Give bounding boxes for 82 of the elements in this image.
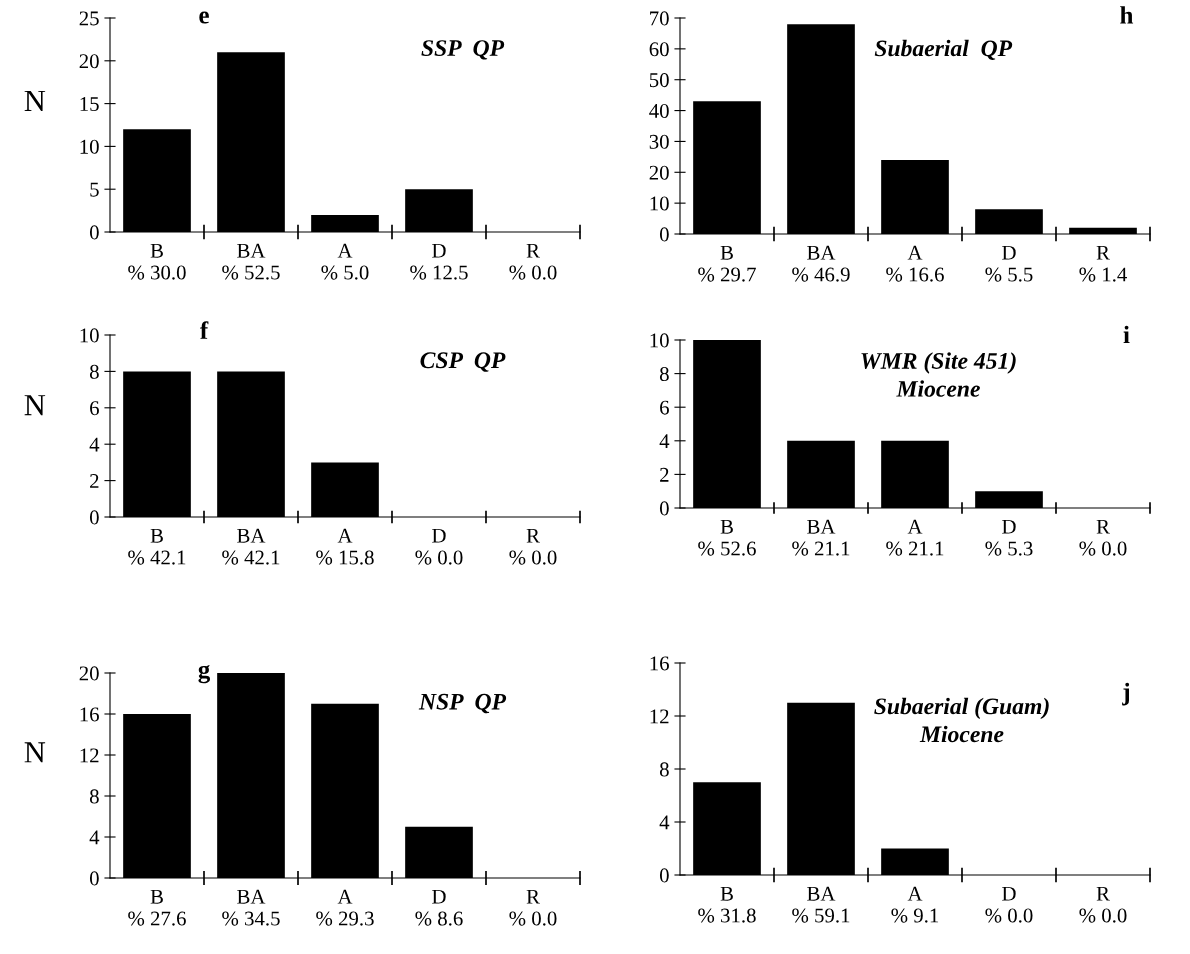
- y-tick-label: 70: [650, 11, 669, 26]
- y-tick-label: 25: [79, 11, 99, 26]
- x-tick-label: R % 0.0: [509, 243, 557, 280]
- y-axis-title: N: [24, 90, 46, 111]
- x-tick-label: BA % 52.5: [222, 243, 280, 280]
- annotation: i: [1123, 325, 1130, 344]
- x-tick-label: A % 29.3: [316, 889, 374, 926]
- y-tick-label: 0: [659, 501, 669, 516]
- y-tick-label: 12: [650, 709, 669, 724]
- text: Subaerial (Guam) Miocene: [874, 697, 1049, 743]
- y-tick-label: 6: [660, 400, 669, 415]
- y-tick-label: 6: [90, 401, 99, 416]
- y-tick-label: 8: [89, 364, 99, 379]
- y-tick-label: 20: [79, 54, 99, 69]
- y-tick-label: 40: [649, 103, 669, 118]
- y-tick-label: 16: [80, 707, 99, 722]
- y-tick-label: 20: [649, 165, 669, 180]
- x-tick-label: B % 29.7: [698, 245, 756, 282]
- y-tick-label: 8: [89, 789, 99, 804]
- text: SSP QP: [421, 40, 505, 60]
- y-tick-label: 2: [660, 467, 669, 482]
- x-tick-label: R % 0.0: [509, 889, 557, 926]
- annotation: e: [199, 11, 209, 24]
- y-tick-label: 16: [650, 656, 669, 671]
- x-tick-label: BA % 21.1: [792, 519, 850, 556]
- y-tick-label: 0: [659, 868, 669, 883]
- x-tick-label: BA % 34.5: [222, 889, 280, 926]
- x-tick-label: D % 0.0: [415, 528, 463, 565]
- y-axis-title: N: [24, 742, 46, 763]
- y-tick-label: 0: [89, 871, 99, 886]
- y-tick-label: 10: [80, 139, 99, 154]
- x-tick-label: D % 5.5: [985, 245, 1033, 282]
- x-tick-label: A % 16.6: [886, 245, 944, 282]
- x-tick-label: R % 0.0: [509, 528, 557, 565]
- y-tick-label: 0: [89, 225, 99, 240]
- x-tick-label: A % 5.0: [321, 243, 369, 280]
- x-tick-label: R % 1.4: [1079, 245, 1127, 282]
- x-tick-label: D % 8.6: [415, 889, 463, 926]
- y-tick-label: 4: [659, 815, 670, 830]
- y-axis-title: N: [24, 395, 46, 416]
- x-tick-label: A % 15.8: [316, 528, 374, 565]
- y-tick-label: 10: [80, 328, 99, 343]
- y-tick-label: 10: [650, 333, 669, 348]
- x-tick-label: D % 0.0: [985, 886, 1033, 923]
- y-tick-label: 4: [89, 437, 100, 452]
- y-tick-label: 8: [659, 366, 669, 382]
- y-tick-label: 0: [89, 510, 99, 525]
- x-tick-label: BA % 46.9: [792, 245, 850, 282]
- y-tick-label: 4: [89, 830, 100, 845]
- y-tick-label: 8: [659, 762, 669, 777]
- x-tick-label: BA % 59.1: [792, 886, 850, 923]
- y-tick-label: 60: [649, 42, 669, 57]
- annotation: j: [1122, 682, 1130, 706]
- y-tick-label: 20: [79, 666, 99, 681]
- y-tick-label: 4: [659, 434, 670, 449]
- x-tick-label: BA % 42.1: [222, 528, 280, 565]
- y-tick-label: 10: [650, 196, 669, 211]
- y-tick-label: 15: [80, 97, 99, 112]
- text: NSP QP: [418, 693, 507, 714]
- x-tick-label: B % 42.1: [128, 528, 186, 565]
- x-tick-label: B % 27.6: [128, 889, 186, 926]
- text: WMR (Site 451) Miocene: [861, 352, 1016, 397]
- x-tick-label: A % 21.1: [886, 519, 944, 556]
- x-tick-label: A % 9.1: [891, 886, 939, 923]
- text: Subaerial QP: [874, 39, 1013, 60]
- y-tick-label: 50: [649, 73, 669, 88]
- text: CSP QP: [420, 352, 506, 372]
- y-tick-label: 30: [649, 134, 669, 149]
- x-tick-label: B % 30.0: [128, 243, 186, 280]
- x-tick-label: R % 0.0: [1079, 886, 1127, 923]
- annotation: f: [200, 321, 209, 339]
- x-tick-label: D % 5.3: [985, 519, 1033, 556]
- y-tick-label: 12: [80, 748, 99, 763]
- x-tick-label: B % 31.8: [698, 886, 756, 923]
- y-tick-label: 0: [659, 227, 669, 242]
- x-tick-label: R % 0.0: [1079, 519, 1127, 556]
- x-tick-label: B % 52.6: [698, 519, 756, 556]
- y-tick-label: 5: [90, 182, 99, 197]
- x-tick-label: D % 12.5: [410, 243, 468, 280]
- annotation: g: [198, 664, 211, 684]
- annotation: h: [1120, 6, 1134, 24]
- y-tick-label: 2: [90, 474, 99, 488]
